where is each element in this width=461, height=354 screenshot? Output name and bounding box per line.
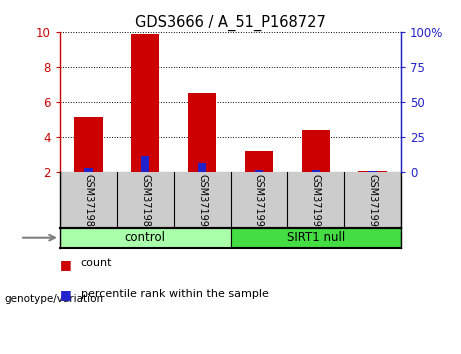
Text: GSM371993: GSM371993 [367,175,378,234]
Title: GDS3666 / A_51_P168727: GDS3666 / A_51_P168727 [135,14,326,30]
Text: GSM371989: GSM371989 [140,175,150,234]
Bar [60,228,230,248]
Bar [141,156,149,172]
Text: ■: ■ [60,258,71,272]
Bar [245,151,273,172]
Bar [188,93,216,172]
Text: ■: ■ [60,289,71,302]
Text: GSM371992: GSM371992 [311,175,321,234]
Bar [230,228,401,248]
Text: genotype/variation: genotype/variation [5,294,104,304]
Bar [131,34,160,172]
Text: GSM371990: GSM371990 [197,175,207,234]
Bar [74,118,102,172]
Bar [312,170,320,172]
Text: control: control [125,231,165,244]
Bar [368,171,377,172]
Bar [198,162,207,172]
Text: GSM371991: GSM371991 [254,175,264,234]
Text: count: count [81,258,112,268]
Bar [84,168,93,172]
Text: SIRT1 null: SIRT1 null [287,231,345,244]
Bar [254,170,263,172]
Bar [358,171,387,172]
Text: GSM371988: GSM371988 [83,175,94,234]
Bar [301,130,330,172]
Text: percentile rank within the sample: percentile rank within the sample [81,289,269,298]
